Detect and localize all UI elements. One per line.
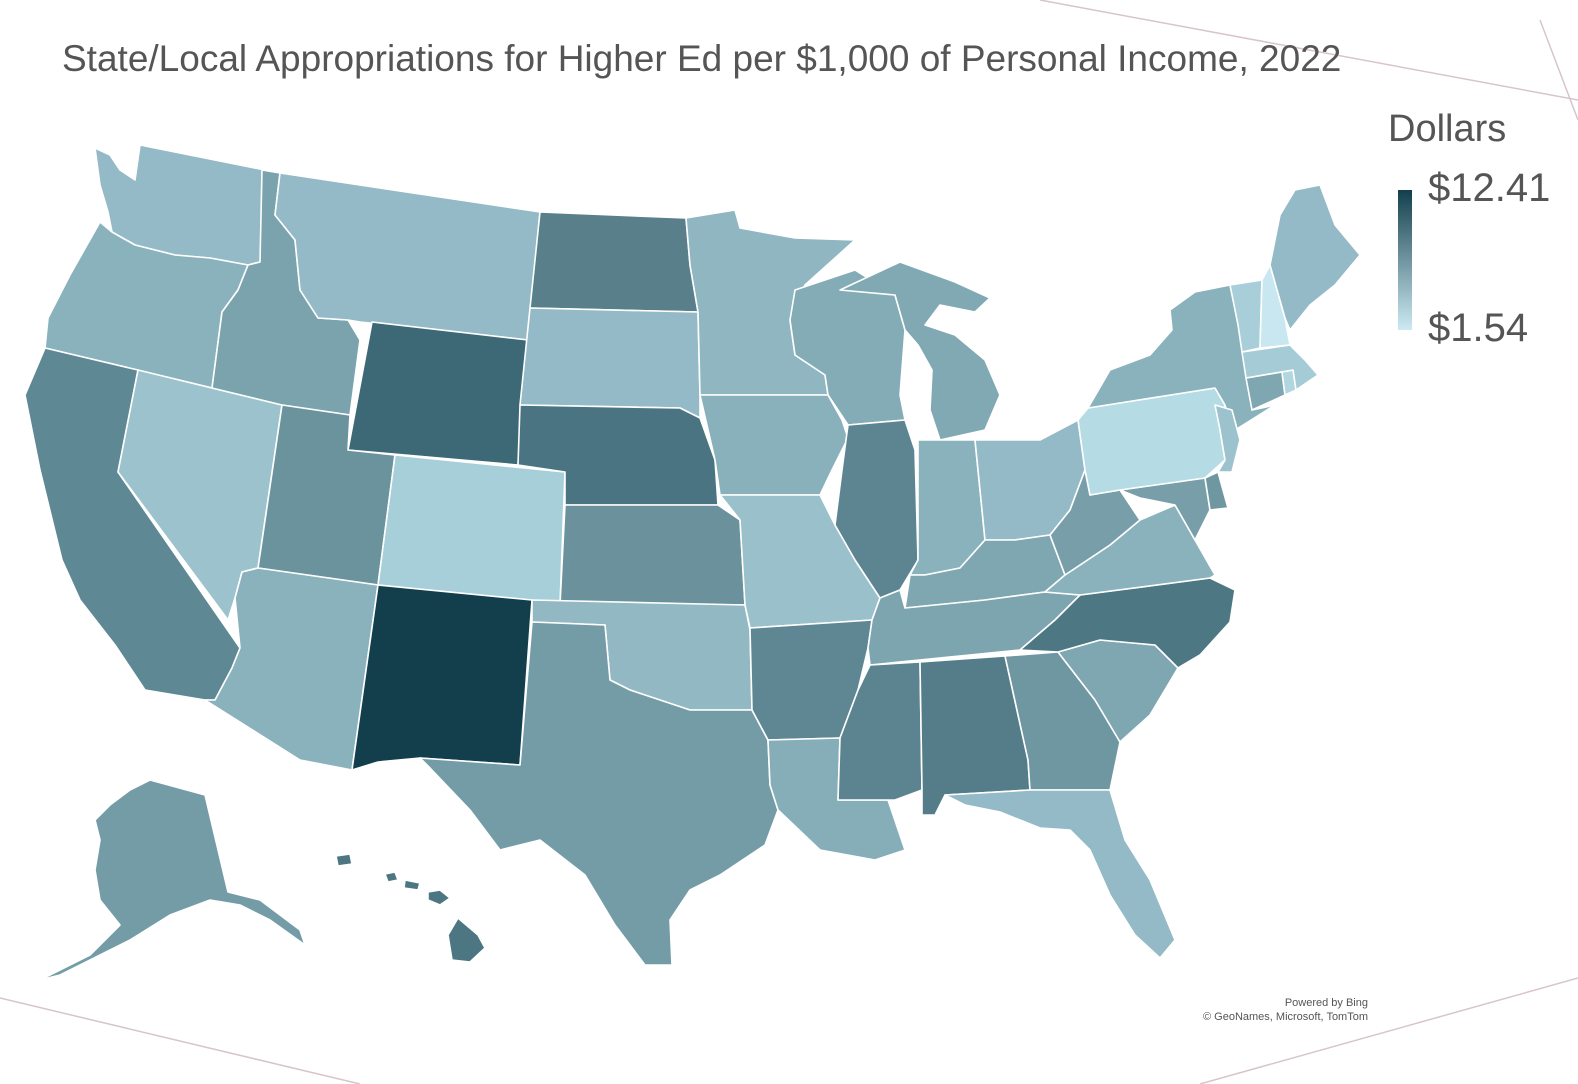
state-SD[interactable] (519, 307, 701, 419)
state-NM[interactable] (351, 584, 533, 771)
map-title: State/Local Appropriations for Higher Ed… (62, 38, 1342, 79)
state-NJ[interactable] (1214, 404, 1241, 473)
state-MA[interactable] (1241, 344, 1319, 391)
map-attribution: Powered by Bing © GeoNames, Microsoft, T… (1203, 996, 1368, 1024)
states-layer (24, 144, 1361, 981)
state-ME[interactable] (1269, 184, 1361, 331)
state-NH[interactable] (1259, 264, 1291, 349)
frame-line-top (1039, 0, 1578, 101)
legend-max-label: $12.41 (1428, 166, 1551, 210)
state-IA[interactable] (699, 394, 849, 496)
state-ND[interactable] (529, 211, 699, 313)
state-DE[interactable] (1204, 471, 1229, 511)
state-CO[interactable] (377, 454, 566, 606)
frame-line-bottom-left (0, 997, 361, 1084)
state-HI[interactable] (335, 853, 486, 963)
state-CA[interactable] (24, 347, 241, 701)
state-VT[interactable] (1229, 279, 1263, 353)
attribution-line-copyright: © GeoNames, Microsoft, TomTom (1203, 1011, 1368, 1023)
state-FL[interactable] (944, 789, 1176, 959)
state-WY[interactable] (347, 321, 529, 466)
state-TX[interactable] (419, 621, 779, 966)
legend-title: Dollars (1388, 108, 1507, 150)
legend-min-label: $1.54 (1428, 306, 1529, 350)
attribution-line-powered: Powered by Bing (1284, 997, 1368, 1009)
legend-gradient-bar (1398, 190, 1412, 330)
state-AK[interactable] (39, 779, 306, 981)
frame-line-right (1539, 19, 1578, 121)
state-MI[interactable] (839, 261, 1001, 441)
state-KS[interactable] (559, 504, 746, 606)
state-NC[interactable] (1019, 577, 1236, 669)
frame-line-bottom-right (1199, 977, 1578, 1084)
